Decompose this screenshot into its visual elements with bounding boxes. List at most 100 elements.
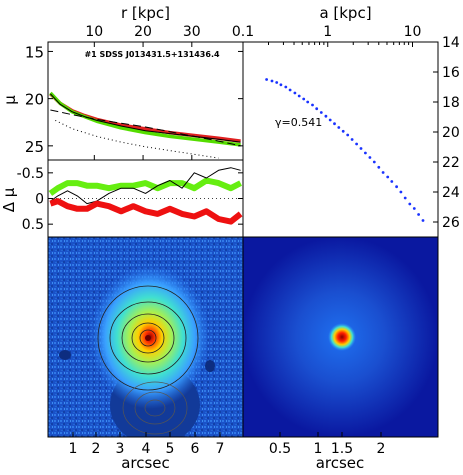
a-profile-point — [288, 88, 292, 92]
a-profile-point — [395, 185, 398, 189]
x-tick-label: 2 — [377, 441, 386, 457]
profile-panel: 15 20 25 10 20 30 r [kpc] μ #1 SDSS J013431.5+13… — [1, 4, 244, 161]
a-profile-point — [368, 156, 372, 159]
a-profile-point — [337, 126, 341, 129]
a-profile-point — [319, 111, 323, 114]
galaxy-core — [145, 335, 151, 341]
x-tick-label: 1 — [323, 24, 332, 40]
x-tick-label: 10 — [404, 24, 422, 40]
a-profile-point — [372, 160, 376, 164]
a-profile-point — [390, 180, 394, 183]
y-tick-label: 24 — [442, 185, 460, 201]
x-tick-label: 3 — [116, 441, 125, 457]
a-profile-point — [359, 147, 363, 150]
a-profile-point — [421, 219, 425, 222]
a-profile-point — [403, 196, 407, 200]
y-tick-label: 20 — [25, 91, 44, 109]
a-profile-point — [328, 118, 332, 122]
profile-plot-area — [49, 91, 241, 159]
a-profile-axes-box — [242, 41, 439, 238]
y-axis-title: Δ μ — [0, 187, 18, 212]
gamma-annotation: γ=0.541 — [275, 116, 322, 129]
contour-line — [144, 399, 166, 417]
a-profile-point — [346, 133, 350, 137]
profile-series-line — [50, 93, 241, 143]
x-tick-label: 5 — [166, 441, 175, 457]
psf-image-panel: 0.5 1 1.5 2 arcsec — [242, 236, 439, 472]
x-tick-label: 1 — [69, 441, 78, 457]
a-profile-point — [386, 175, 390, 179]
a-profile-point — [302, 97, 306, 101]
galaxy-image — [48, 237, 243, 437]
profile-series-line — [50, 109, 241, 147]
psf-axes-box — [242, 236, 439, 438]
a-profile-point — [381, 171, 385, 174]
x-tick-label: 20 — [134, 24, 152, 40]
y-tick-label: 25 — [25, 138, 44, 156]
residual-series-line — [50, 167, 241, 205]
x-axis-title: arcsec — [121, 454, 170, 472]
contour-line — [121, 313, 175, 363]
a-profile-point — [315, 107, 319, 111]
x-tick-label: 6 — [191, 441, 200, 457]
x-tick-label: 7 — [216, 441, 225, 457]
galaxy-image-panel: 1 2 3 4 5 6 7 arcsec — [47, 236, 244, 472]
y-tick-label: 14 — [442, 35, 460, 51]
a-profile-point — [265, 78, 268, 81]
a-profile-point — [333, 122, 336, 126]
y-tick-label: 18 — [442, 95, 460, 111]
contour-line — [97, 285, 199, 391]
y-tick-label: -0.5 — [17, 166, 44, 182]
a-profile-point — [364, 151, 367, 155]
y-tick-label: 15 — [25, 43, 44, 61]
residual-series-line — [49, 198, 243, 225]
a-profile-point — [270, 79, 274, 83]
contour-line — [139, 329, 157, 347]
x-axis-title: arcsec — [316, 454, 365, 472]
masked-source — [59, 350, 71, 360]
x-tick-label: 1 — [314, 441, 323, 457]
a-profile-point — [377, 165, 381, 169]
a-profile-panel: 0.1 1 10 14 16 18 20 22 24 26 a [kpc] γ=0.541 — [232, 4, 460, 238]
a-profile-point — [324, 114, 328, 118]
residual-plot-area — [48, 167, 243, 225]
contour-line — [122, 381, 188, 435]
a-profile-point — [350, 138, 354, 141]
a-profile-point — [355, 142, 358, 146]
x-tick-label: 0.5 — [269, 441, 291, 457]
a-profile-point — [297, 94, 301, 98]
x-axis-title: a [kpc] — [319, 4, 371, 22]
profile-title: #1 SDSS J013431.5+131436.4 — [84, 50, 220, 59]
residual-axes-box — [47, 159, 244, 238]
a-profile-point — [306, 100, 310, 104]
a-profile-point — [293, 91, 297, 95]
psf-core — [328, 323, 356, 351]
a-profile-point — [412, 207, 416, 210]
a-profile-point — [341, 129, 345, 133]
contour-line — [134, 391, 176, 425]
contour-line — [109, 301, 187, 375]
masked-source — [205, 360, 215, 372]
y-axis-title: μ — [1, 95, 19, 105]
a-profile-point — [399, 190, 403, 194]
x-tick-label: 1.5 — [331, 441, 353, 457]
x-tick-label: 4 — [142, 441, 151, 457]
y-tick-label: 16 — [442, 65, 460, 81]
a-profile-point — [311, 103, 314, 107]
a-profile-point — [284, 85, 288, 89]
x-tick-label: 10 — [85, 24, 103, 40]
y-tick-label: 26 — [442, 215, 460, 231]
y-tick-label: 0 — [35, 192, 44, 208]
contour-line — [131, 322, 165, 354]
a-profile-point — [408, 202, 412, 206]
a-profile-point — [279, 83, 283, 87]
residual-series-line — [48, 177, 242, 196]
a-profile-point — [275, 81, 279, 84]
x-tick-label: 30 — [183, 24, 201, 40]
x-tick-label: 0.1 — [232, 24, 254, 40]
psf-image — [243, 237, 438, 437]
y-tick-label: 22 — [442, 155, 460, 171]
a-profile-point — [417, 213, 420, 216]
x-tick-label: 2 — [92, 441, 101, 457]
